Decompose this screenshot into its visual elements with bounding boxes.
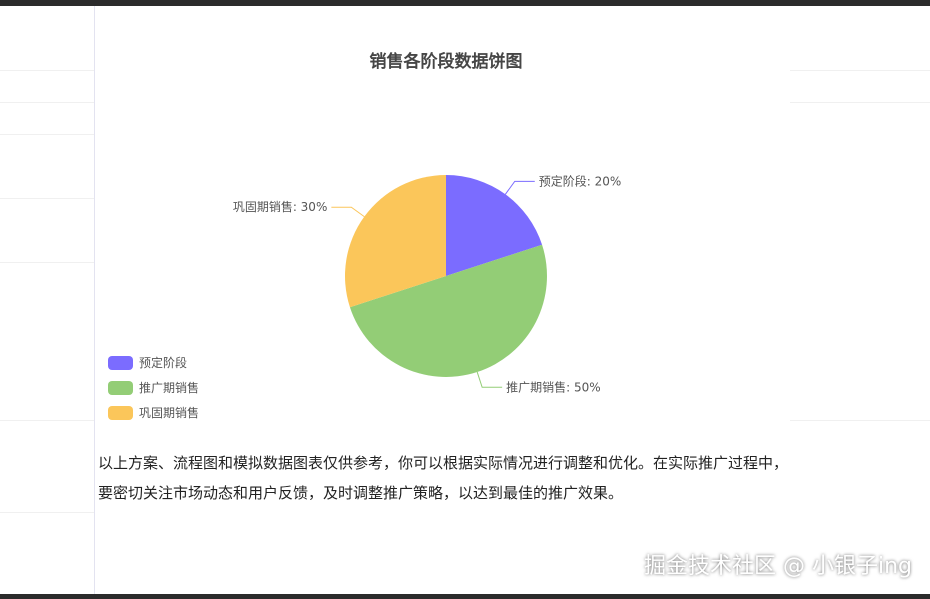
- slice-label: 预定阶段: 20%: [539, 173, 622, 188]
- divider: [94, 6, 95, 594]
- legend-item[interactable]: 预定阶段: [139, 355, 187, 370]
- summary-paragraph: 以上方案、流程图和模拟数据图表仅供参考，你可以根据实际情况进行调整和优化。在实际…: [98, 454, 789, 502]
- divider: [790, 70, 930, 71]
- label-line: [331, 206, 365, 218]
- top-bar: [0, 0, 930, 6]
- legend-swatch[interactable]: [108, 356, 133, 370]
- chart-title: 销售各阶段数据饼图: [370, 51, 523, 72]
- legend-item[interactable]: 巩固期销售: [139, 405, 199, 420]
- slice-label: 推广期销售: 50%: [506, 379, 601, 394]
- divider: [0, 134, 94, 135]
- legend-swatch[interactable]: [108, 406, 133, 420]
- divider: [0, 198, 94, 199]
- watermark: 掘金技术社区 @ 小银子ing: [643, 554, 912, 579]
- divider: [0, 262, 94, 263]
- legend-swatch[interactable]: [108, 381, 133, 395]
- divider: [0, 420, 94, 421]
- pie-slice[interactable]: [345, 175, 446, 308]
- divider: [790, 102, 930, 103]
- slice-label: 巩固期销售: 30%: [233, 199, 328, 214]
- pie-slice[interactable]: [446, 175, 543, 276]
- divider: [790, 420, 930, 421]
- pie-slice[interactable]: [349, 244, 547, 377]
- divider: [0, 102, 94, 103]
- bottom-bar: [0, 594, 930, 599]
- label-line: [476, 371, 503, 388]
- divider: [0, 70, 94, 71]
- label-line: [504, 180, 535, 195]
- divider: [0, 512, 94, 513]
- legend-item[interactable]: 推广期销售: [139, 380, 199, 395]
